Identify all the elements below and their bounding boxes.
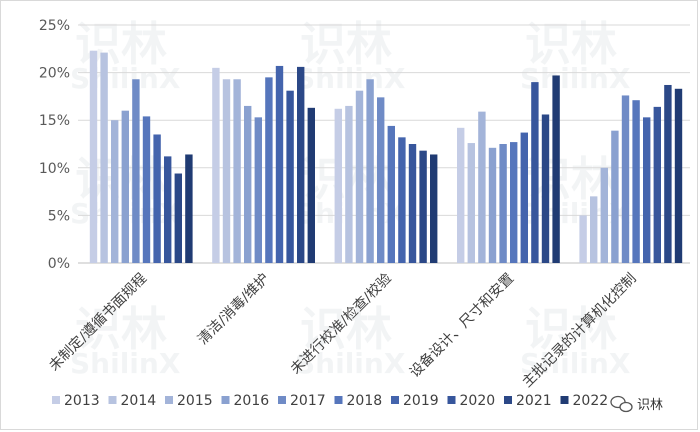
bar-2022-5 [674,88,683,263]
bar-2022-3 [430,154,438,263]
legend-label-2016: 2016 [234,393,270,409]
watermark-cn: 识林 [300,17,392,71]
bar-2013-1 [89,50,98,264]
bar-2020-3 [408,144,417,263]
bar-2013-3 [334,108,342,263]
watermark-cn: 识林 [75,302,167,356]
bar-2014-1 [100,52,108,263]
watermark-layer: 识林ShilinX识林ShilinX识林ShilinX识林ShilinX识林Sh… [70,17,631,380]
legend-label-2014: 2014 [121,393,157,409]
bar-2020-5 [653,106,661,263]
bar-2018-5 [632,100,640,263]
bar-2021-1 [174,173,182,263]
bar-2018-1 [142,116,151,263]
legend-swatch-2016 [221,396,230,404]
y-tick-label: 20% [39,66,70,82]
legend-swatch-2018 [334,396,343,404]
bar-2021-3 [419,150,427,263]
legend-swatch-2013 [52,396,60,404]
bar-2018-3 [387,125,395,263]
bar-2019-5 [643,117,651,264]
legend-swatch-2022 [560,396,569,404]
bar-2016-3 [366,79,374,263]
legend-label-2022: 2022 [573,393,609,409]
bar-2017-3 [377,97,385,264]
watermark-cn: 识林 [525,302,617,356]
watermark-cn: 识林 [525,17,617,71]
watermark-cn: 识林 [300,302,392,356]
y-axis: 0% 5% 10% 15% 20% 25% [39,18,70,272]
bar-2018-4 [510,142,518,263]
x-category-label: 设备设计、尺寸和安置 [406,270,517,381]
bar-2017-1 [132,79,140,263]
legend-label-2021: 2021 [516,393,552,409]
legend-label-2013: 2013 [64,393,100,409]
bar-2013-4 [457,127,465,263]
legend-swatch-2021 [504,396,512,404]
bar-2015-5 [600,167,608,263]
corner-brand-text: 识林 [637,398,663,413]
bar-2014-3 [345,105,353,263]
legend-swatch-2015 [165,396,173,404]
bar-2016-2 [244,105,252,263]
x-category-label: 清洁/消毒/维护 [195,271,272,348]
legend-label-2017: 2017 [290,393,326,409]
bar-2014-2 [222,79,231,263]
legend-swatch-2019 [391,396,399,404]
bar-2013-2 [212,67,220,263]
watermark-en: ShilinX [295,62,406,95]
y-tick-label: 10% [39,161,70,177]
bars [89,50,683,264]
bar-2015-4 [478,111,486,263]
bar-2017-4 [499,144,507,263]
bar-2022-4 [552,75,560,264]
bar-2022-2 [307,107,315,263]
bar-2016-4 [488,147,497,263]
corner-brand: 识林 [610,395,663,413]
y-tick-label: 25% [39,18,70,34]
bar-2020-2 [286,90,294,263]
bar-2016-1 [121,110,129,264]
bar-2014-4 [467,143,475,263]
legend-swatch-2020 [447,396,456,404]
y-tick-label: 15% [39,113,70,129]
bar-2014-5 [590,196,598,263]
bar-2015-2 [233,79,241,263]
bar-2021-4 [541,114,550,263]
bar-2016-5 [611,130,619,263]
bar-2017-5 [621,95,630,263]
y-tick-label: 0% [48,256,70,272]
bar-2015-1 [111,120,119,263]
bar-2019-2 [275,65,284,263]
wechat-icon [610,395,633,413]
y-tick-label: 5% [48,208,70,224]
watermark-en: ShilinX [295,347,406,380]
legend-swatch-2014 [108,396,117,404]
legend-label-2019: 2019 [403,393,439,409]
legend-label-2018: 2018 [347,393,383,409]
legend: 2013 2014 2015 2016 2017 2018 2019 2020 2021 2022 [52,393,608,409]
bar-2013-5 [579,215,587,263]
bar-2015-3 [355,90,364,263]
watermark-en: ShilinX [70,347,181,380]
bar-2019-4 [520,132,528,263]
watermark-en: ShilinX [520,347,631,380]
legend-label-2020: 2020 [460,393,496,409]
bar-2019-3 [398,137,406,263]
bar-2019-1 [153,134,161,263]
legend-swatch-2017 [278,396,286,404]
bar-2020-4 [531,82,539,264]
bar-2017-2 [254,117,262,264]
bar-2020-1 [164,156,172,263]
bar-2018-2 [265,77,273,263]
bar-2021-5 [664,84,672,263]
legend-label-2015: 2015 [177,393,213,409]
bar-2022-1 [185,154,193,263]
bar-2021-2 [297,66,305,263]
watermark-en: ShilinX [70,62,181,95]
